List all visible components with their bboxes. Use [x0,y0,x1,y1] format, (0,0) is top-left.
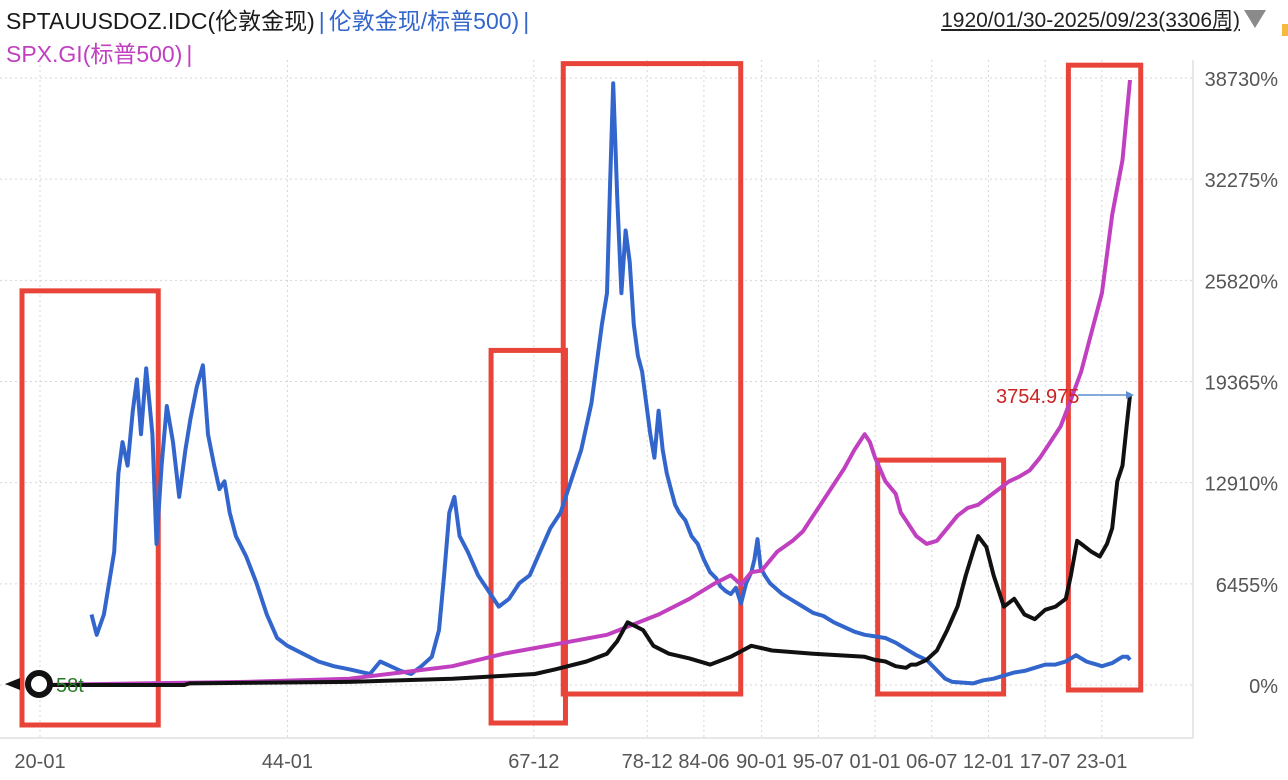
highlight-box [875,457,1007,697]
legend-gold-label[interactable]: SPTAUUSDOZ.IDC(伦敦金现) [6,8,315,34]
end-label-arrow-icon [1126,391,1134,400]
x-tick-label: 12-01 [963,751,1014,773]
spx-series-line [39,79,1132,687]
start-arrow-icon [5,678,20,690]
legend-separator: | [186,41,193,67]
y-tick-label: 25820% [1205,271,1279,293]
dropdown-triangle-icon[interactable] [1244,10,1266,28]
x-tick-label: 23-01 [1076,751,1127,773]
y-tick-label: 32275% [1205,170,1279,192]
x-tick-label: 06-07 [906,751,957,773]
highlight-box [1065,62,1144,693]
y-tick-label: 6455% [1216,575,1278,597]
ratio-series-line [89,81,1132,686]
series-layer [39,79,1132,687]
x-tick-label: 95-07 [793,751,844,773]
end-value-label: 3754.975 [996,386,1079,408]
start-value-label: 58t [56,675,84,697]
highlight-box [19,288,161,728]
x-tick-label: 20-01 [14,751,65,773]
date-range[interactable]: 1920/01/30-2025/09/23(3306周) [941,9,1240,32]
label-layer: 38730% 32275% 25820% 19365% 12910% 6455% 0% 20-… [5,69,1278,773]
x-tick-label: 01-01 [849,751,900,773]
corner-tab-icon [1282,24,1288,36]
x-tick-label: 17-07 [1020,751,1071,773]
x-tick-label: 84-06 [678,751,729,773]
y-tick-label: 19365% [1205,373,1279,395]
x-tick-label: 78-12 [622,751,673,773]
legend-ratio-label[interactable]: 伦敦金现/标普500) [328,8,520,34]
start-marker-icon [25,670,53,698]
legend-separator: | [318,8,325,34]
grid-layer [0,60,1194,739]
highlight-layer [19,61,1144,728]
highlight-box [488,347,568,726]
y-tick-label: 12910% [1205,474,1279,496]
highlight-box [560,61,744,697]
legend-separator: | [523,8,530,34]
legend-spx-label[interactable]: SPX.GI(标普500) [6,41,183,67]
gold-series-line [40,394,1132,687]
x-tick-label: 90-01 [736,751,787,773]
x-tick-label: 67-12 [508,751,559,773]
y-tick-label: 38730% [1205,69,1279,91]
x-tick-label: 44-01 [262,751,313,773]
legend-row-2: SPX.GI(标普500) | [6,41,196,67]
y-tick-label: 0% [1249,676,1278,698]
legend-row-1: SPTAUUSDOZ.IDC(伦敦金现) | 伦敦金现/标普500) | [6,8,533,34]
